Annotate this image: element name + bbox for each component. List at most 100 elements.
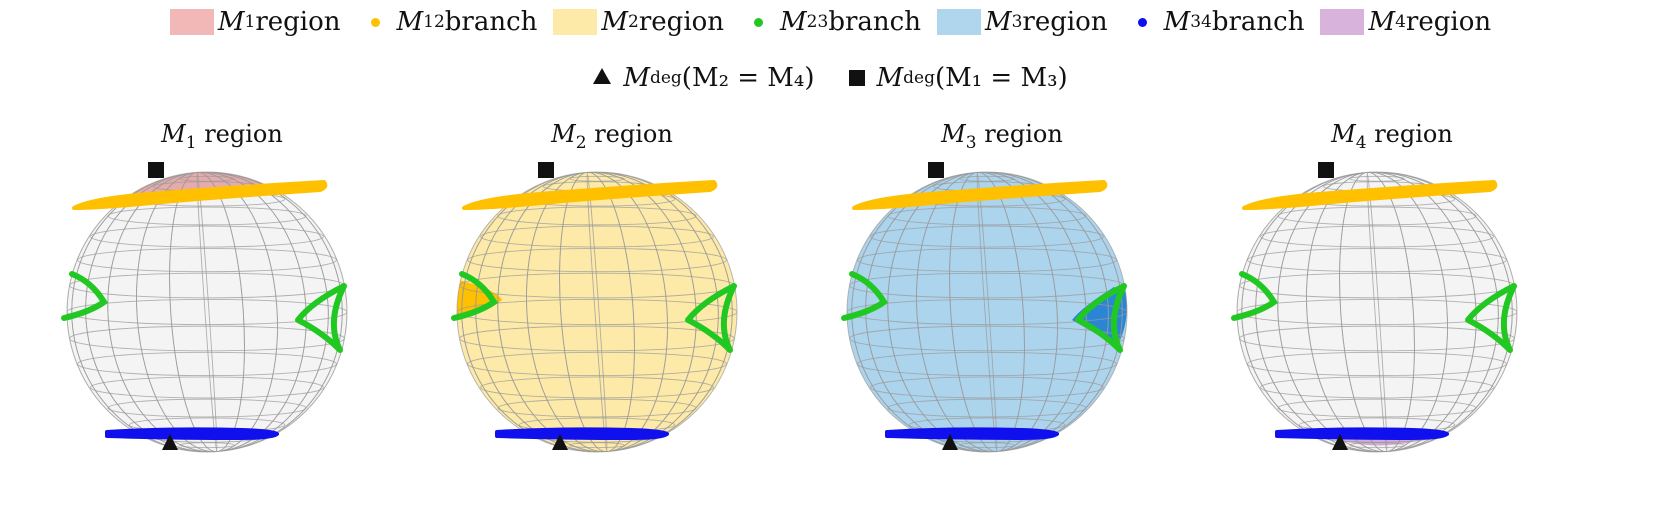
latitude-line [857, 247, 1117, 273]
latitude-line [90, 225, 324, 248]
label-text: branch [828, 7, 921, 37]
branch-m23-left [841, 271, 888, 321]
panel-title: M3 region [812, 120, 1192, 153]
branch-m34 [885, 427, 1059, 440]
label-text: (M₁ = M₃) [934, 63, 1068, 93]
branch-m23-left [451, 271, 498, 321]
square-marker-icon [928, 162, 944, 178]
legend-dot-icon [754, 17, 764, 27]
legend-item: M 12 branch [357, 7, 538, 37]
math-var: M [1331, 120, 1356, 148]
math-var: M [161, 120, 186, 148]
legend-dot-icon [370, 17, 380, 27]
latitude-line [480, 376, 714, 399]
label-text: region [1405, 7, 1492, 37]
label-text: region [1022, 7, 1108, 37]
legend-swatch-icon [553, 9, 598, 35]
triangle-marker-icon [1332, 434, 1348, 450]
region-fill [457, 172, 737, 452]
math-sub: 2 [575, 133, 587, 153]
branch-m23-left [1231, 271, 1278, 321]
math-sub: 23 [806, 12, 829, 32]
math-sub: 2 [628, 12, 639, 32]
longitude-line [1241, 172, 1513, 452]
label-text: region [586, 120, 673, 148]
label-text: region [1366, 120, 1453, 148]
panel-m2-region: M2 region [422, 110, 802, 525]
math-var: M [217, 7, 245, 37]
branch-m34 [495, 427, 669, 440]
label-text: (M₂ = M₄) [681, 63, 815, 93]
latitude-line [67, 298, 347, 326]
math-sub: 3 [965, 133, 977, 153]
latitude-line [77, 247, 337, 273]
region-fill [847, 172, 1127, 452]
math-sub: 12 [423, 12, 445, 32]
sphere-plot [841, 162, 1128, 453]
math-sub: deg [649, 68, 682, 88]
legend-swatch-icon [936, 9, 981, 35]
panel-m3-region: M3 region [812, 110, 1192, 525]
triangle-marker-icon [942, 434, 958, 450]
latitude-line [857, 351, 1117, 377]
branch-m12 [852, 180, 1108, 210]
legend-item: M 23 branch [740, 7, 921, 37]
legend-item: M 34 branch [1124, 7, 1305, 37]
math-var: M [396, 7, 424, 37]
latitude-line [870, 225, 1104, 248]
longitude-line [461, 172, 733, 452]
triangle-marker-icon [162, 434, 178, 450]
latitude-line [1260, 225, 1494, 248]
panel-m1-region: M1 region [32, 110, 412, 525]
legend-swatch-icon [169, 9, 214, 35]
math-sub: 3 [1011, 12, 1023, 32]
branch-m23-right [1465, 283, 1517, 353]
latitude-line [90, 376, 324, 399]
sphere-grid [847, 172, 1127, 452]
math-var: M [1163, 7, 1191, 37]
latitude-line [1247, 247, 1507, 273]
sphere-plot [61, 162, 348, 453]
label-text: region [196, 120, 283, 148]
latitude-line [870, 376, 1104, 399]
branch-m23-left [61, 271, 108, 321]
label-text: region [638, 7, 725, 37]
math-var: M [551, 120, 576, 148]
latitude-line [480, 225, 714, 248]
math-sub: 1 [244, 12, 256, 32]
latitude-line [847, 298, 1127, 326]
longitude-line [851, 172, 1123, 452]
branch-m23-right [685, 283, 737, 353]
math-var: M [623, 63, 650, 93]
square-marker-icon [538, 162, 554, 178]
branch-m23-right [1075, 283, 1127, 353]
sphere-plot [1231, 162, 1518, 453]
math-var: M [876, 63, 904, 93]
math-sub: 1 [185, 133, 197, 153]
panel-m4-region: M4 region [1202, 110, 1582, 525]
math-var: M [1368, 7, 1396, 37]
label-text: branch [1211, 7, 1305, 37]
longitude-line [71, 172, 343, 452]
panel-title: M2 region [422, 120, 802, 153]
branch-m12 [462, 180, 718, 210]
math-var: M [601, 7, 629, 37]
math-sub: 34 [1190, 12, 1212, 32]
branch-m12 [72, 180, 328, 210]
math-var: M [941, 120, 966, 148]
branch-m34 [105, 427, 279, 440]
label-text: region [255, 7, 341, 37]
latitude-line [77, 351, 337, 377]
math-sub: 4 [1355, 133, 1367, 153]
latitude-line [1260, 376, 1494, 399]
latitude-line [467, 247, 727, 273]
square-marker-icon [848, 70, 865, 86]
label-text: branch [444, 7, 538, 37]
